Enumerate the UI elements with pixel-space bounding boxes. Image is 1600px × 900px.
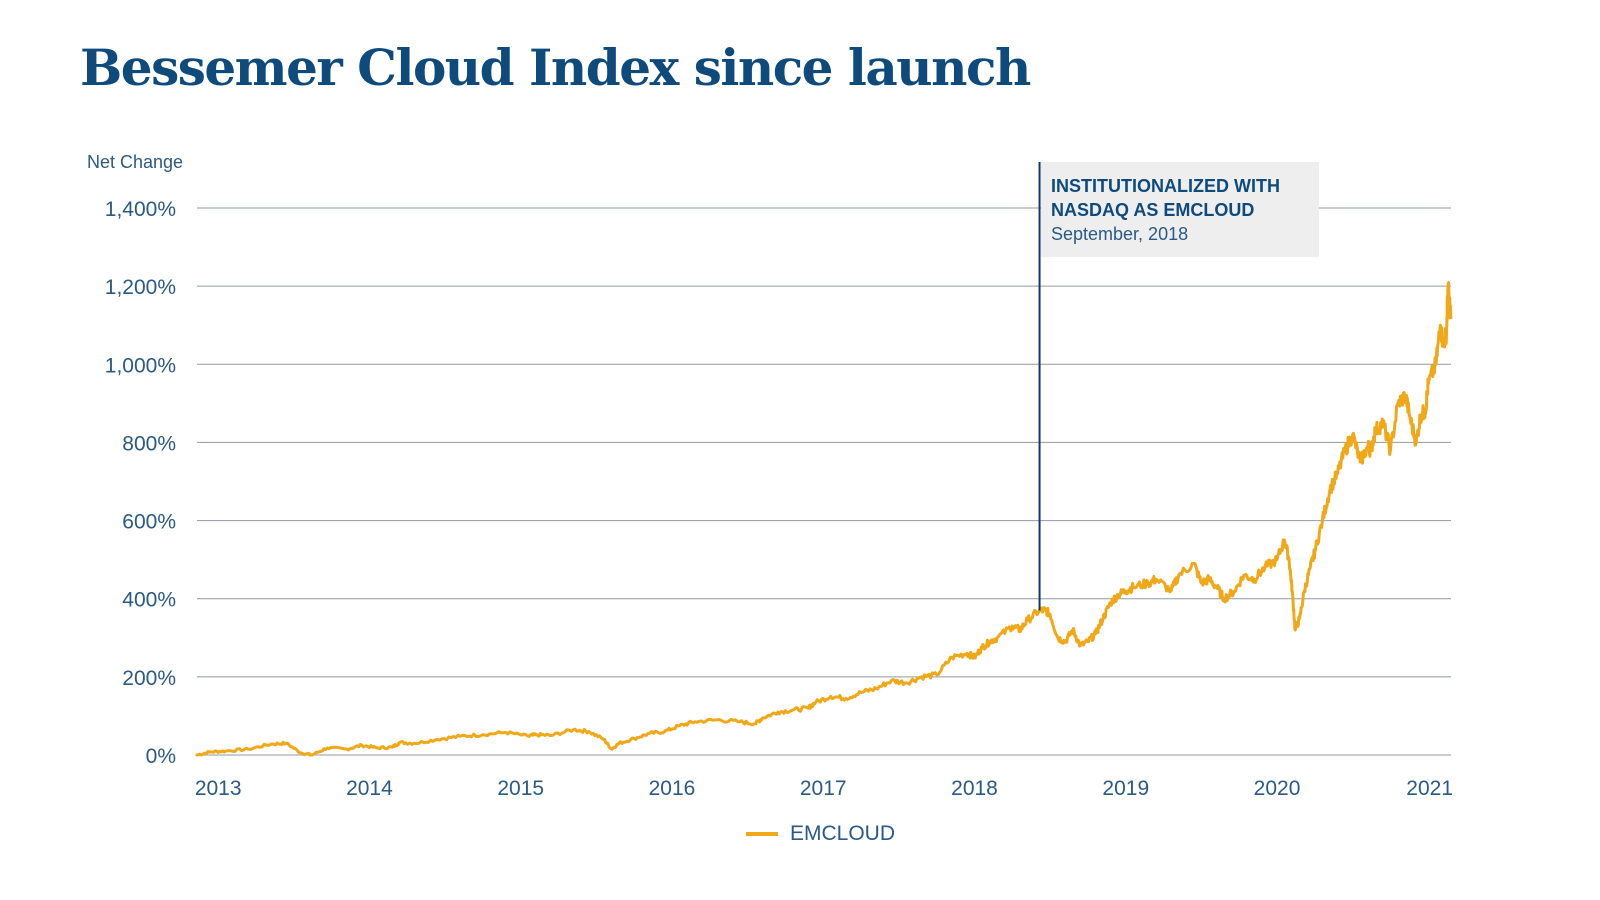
y-tick-label: 800% [122,432,176,455]
x-tick-label: 2016 [649,777,696,800]
chart-legend: EMCLOUD [746,822,895,846]
x-tick-label: 2014 [346,777,393,800]
y-tick-label: 400% [122,589,176,612]
y-axis-title: Net Change [87,152,183,172]
x-tick-label: 2018 [951,777,998,800]
y-axis-tick-labels: 0% 200% 400% 600% 800% 1,000% 1,200% 1,400% [105,198,176,768]
y-tick-label: 200% [122,667,176,690]
y-tick-label: 600% [122,511,176,534]
page-title: Bessemer Cloud Index since launch [80,38,1031,97]
gridlines [197,207,1451,756]
y-tick-label: 1,200% [105,276,176,299]
x-tick-label: 2013 [195,777,242,800]
series-line-emcloud [195,281,1453,757]
x-tick-label: 2020 [1254,777,1301,800]
legend-swatch-emcloud [746,832,778,836]
x-axis-tick-labels: 2013 2014 2015 2016 2017 2018 2019 2020 2021 [195,777,1453,800]
legend-label-emcloud: EMCLOUD [790,822,896,845]
x-tick-label: 2019 [1102,777,1149,800]
annotation-heading: INSTITUTIONALIZED WITH NASDAQ AS EMCLOUD [1051,176,1280,220]
y-tick-label: 0% [146,745,176,768]
x-tick-label: 2021 [1406,777,1453,800]
y-tick-label: 1,400% [105,198,176,221]
annotation-subheading: September, 2018 [1051,224,1189,244]
series-layer [195,281,1453,757]
y-tick-label: 1,000% [105,354,176,377]
x-tick-label: 2017 [800,777,847,800]
annotation-callout: INSTITUTIONALIZED WITH NASDAQ AS EMCLOUD… [1041,162,1319,257]
x-tick-label: 2015 [497,777,544,800]
